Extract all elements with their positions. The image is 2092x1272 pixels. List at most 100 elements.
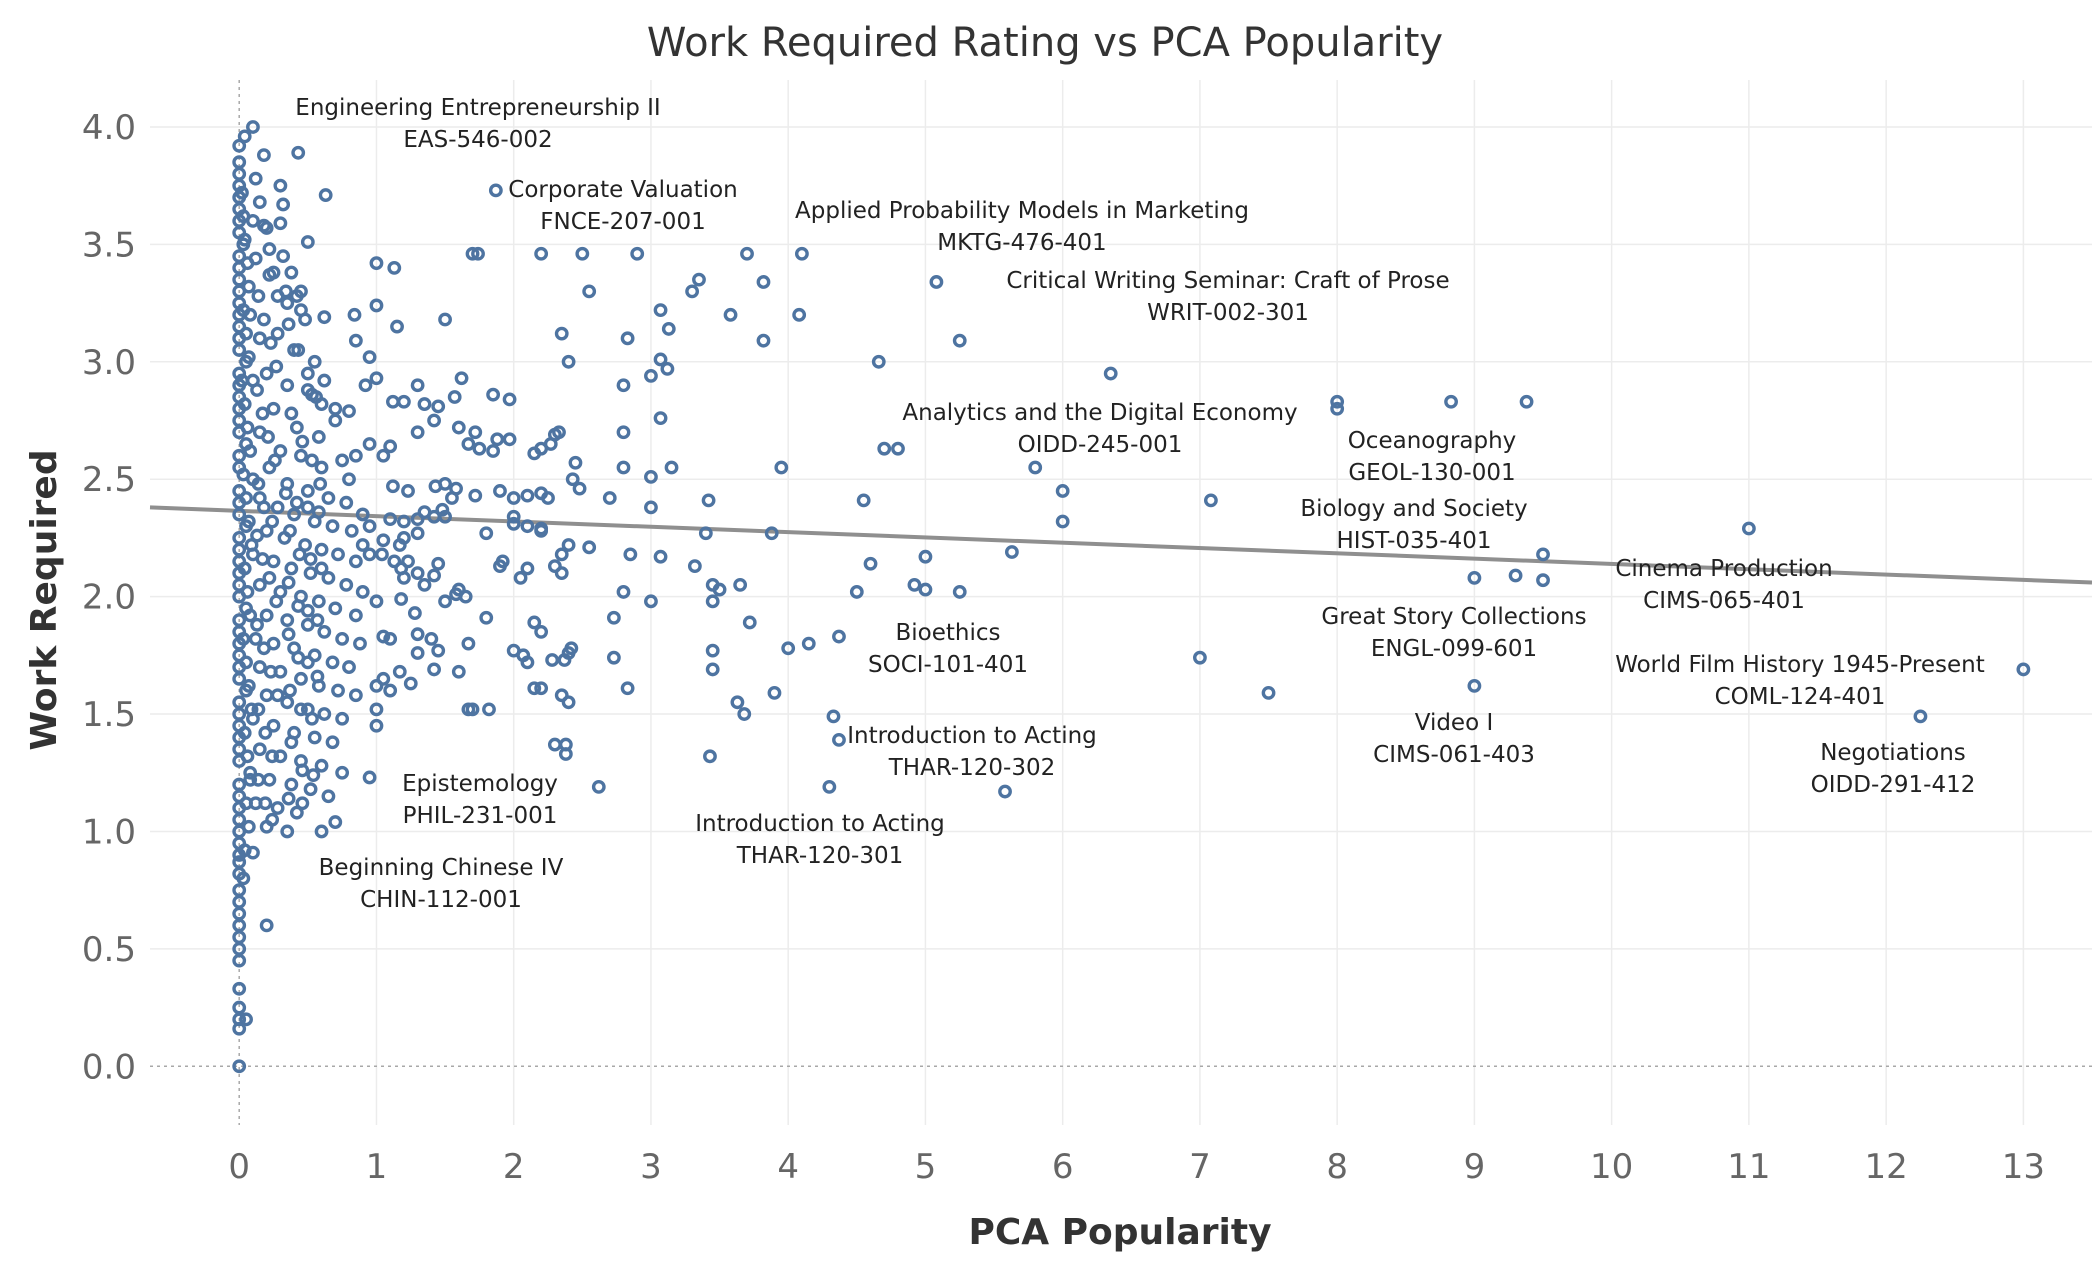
- data-point: [314, 824, 329, 839]
- data-point: [1055, 514, 1070, 529]
- data-point: [328, 815, 343, 829]
- data-point: [270, 801, 285, 815]
- data-point: [907, 577, 922, 592]
- data-point: [240, 749, 255, 764]
- data-point: [723, 307, 738, 322]
- data-point: [575, 246, 590, 261]
- data-point: [369, 371, 384, 386]
- data-point: [362, 770, 377, 785]
- data-point: [781, 641, 796, 656]
- trend-line: [149, 505, 2092, 585]
- data-point: [281, 317, 296, 332]
- x-axis-title: PCA Popularity: [968, 1212, 1271, 1253]
- data-point: [479, 526, 494, 541]
- data-point: [237, 843, 252, 858]
- data-point: [328, 601, 343, 616]
- data-point: [502, 432, 517, 447]
- data-point: [305, 453, 319, 468]
- data-point: [362, 547, 377, 562]
- data-point: [248, 631, 263, 646]
- annotation-label: World Film History 1945-Present: [1615, 652, 1985, 678]
- annotation-label: GEOL-130-001: [1348, 460, 1515, 486]
- data-point: [287, 507, 302, 522]
- data-point: [541, 491, 555, 505]
- data-point: [863, 556, 878, 571]
- data-point: [383, 683, 398, 698]
- data-point: [281, 791, 296, 806]
- data-point: [740, 246, 754, 261]
- data-point: [258, 796, 273, 811]
- data-point: [397, 514, 411, 529]
- data-point: [1028, 460, 1043, 475]
- data-point: [240, 420, 255, 435]
- data-point: [465, 702, 480, 717]
- annotation-label: FNCE-207-001: [540, 209, 705, 235]
- data-point: [339, 495, 354, 510]
- data-point: [305, 711, 319, 726]
- data-point: [300, 655, 315, 670]
- data-point: [255, 552, 270, 566]
- data-point: [387, 260, 402, 275]
- data-point: [822, 779, 837, 794]
- data-point: [325, 735, 340, 750]
- annotation-label: ENGL-099-601: [1371, 636, 1537, 662]
- data-point: [826, 709, 841, 724]
- data-point: [300, 484, 315, 498]
- data-point: [347, 307, 362, 322]
- data-point: [856, 493, 871, 508]
- x-tick-label: 0: [228, 1147, 250, 1187]
- data-point: [243, 444, 258, 458]
- data-point: [276, 197, 291, 212]
- data-point: [269, 359, 284, 374]
- data-point: [258, 725, 273, 740]
- data-point: [832, 732, 846, 747]
- data-point: [565, 472, 580, 487]
- data-point: [520, 488, 535, 503]
- data-point: [246, 120, 260, 134]
- data-point: [314, 460, 329, 475]
- data-point: [266, 718, 281, 733]
- data-point: [616, 425, 631, 440]
- data-point: [248, 171, 263, 186]
- data-point: [520, 519, 535, 534]
- y-axis-title: Work Required: [24, 449, 65, 750]
- data-point: [730, 695, 745, 710]
- annotation-label: Oceanography: [1348, 428, 1517, 454]
- data-point: [348, 608, 363, 623]
- data-point: [284, 265, 299, 280]
- data-point: [232, 918, 247, 933]
- data-point: [284, 561, 299, 576]
- data-point: [289, 495, 304, 510]
- data-point: [239, 655, 253, 670]
- data-point: [1103, 366, 1118, 381]
- data-point: [435, 502, 450, 517]
- annotation-label: Introduction to Acting: [847, 723, 1097, 749]
- data-point: [431, 399, 446, 414]
- annotation-label: MKTG-476-401: [937, 230, 1106, 256]
- data-point: [284, 735, 299, 750]
- data-point: [705, 662, 720, 677]
- data-point: [259, 688, 274, 703]
- annotation-label: OIDD-291-412: [1811, 772, 1976, 798]
- data-point: [237, 129, 252, 144]
- data-point: [1193, 650, 1207, 665]
- data-point: [733, 577, 748, 592]
- data-point: [554, 688, 569, 703]
- data-point: [335, 453, 350, 468]
- x-tick-label: 6: [1052, 1147, 1074, 1187]
- data-point: [273, 444, 288, 458]
- data-point: [428, 479, 443, 494]
- data-point: [306, 768, 321, 783]
- annotation-label: EAS-546-002: [403, 127, 552, 153]
- annotation-label: Negotiations: [1820, 740, 1966, 766]
- data-point: [488, 183, 503, 198]
- data-point: [252, 331, 267, 346]
- data-point: [348, 688, 363, 703]
- data-point: [252, 195, 267, 210]
- data-point: [284, 777, 299, 792]
- y-axis-ticks: 0.0 0.5 1.0 1.5 2.0 2.5 3.0 3.5 4.0: [82, 108, 136, 1087]
- data-point: [877, 441, 892, 456]
- data-point: [424, 631, 439, 646]
- data-point: [630, 246, 645, 261]
- data-point: [273, 749, 288, 764]
